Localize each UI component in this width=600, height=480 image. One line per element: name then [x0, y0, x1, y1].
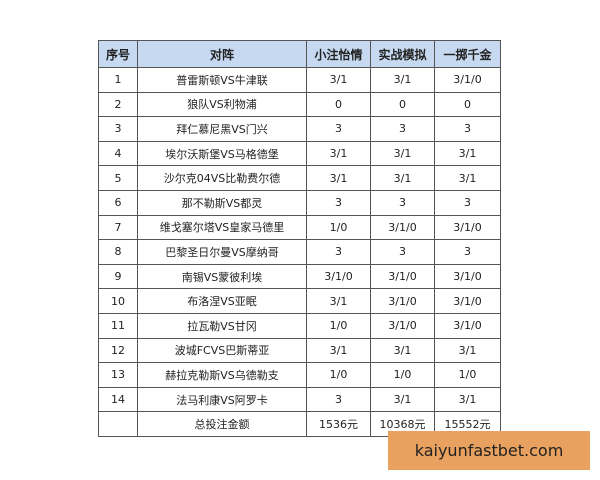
cell-index: 13 — [98, 362, 138, 388]
cell-match: 沙尔克04VS比勒费尔德 — [137, 165, 307, 191]
watermark: kaiyunfastbet.com — [388, 431, 590, 470]
cell-simulation: 3/1 — [370, 386, 435, 413]
cell-small-bet: 1/0 — [306, 312, 371, 339]
cell-simulation: 0 — [370, 91, 435, 118]
cell-simulation: 3/1/0 — [370, 288, 435, 314]
cell-simulation: 3/1 — [370, 337, 435, 364]
cell-index: 3 — [98, 116, 138, 142]
betting-table: 序号 对阵 小注怡情 实战模拟 一掷千金 1 普雷斯顿VS牛津联 3/1 3/1 3/1… — [98, 40, 501, 437]
cell-simulation: 3/1/0 — [370, 263, 435, 290]
table-row: 1 普雷斯顿VS牛津联 3/1 3/1 3/1/0 — [98, 67, 501, 93]
cell-simulation: 3 — [370, 189, 435, 216]
table-row: 4 埃尔沃斯堡VS马格德堡 3/1 3/1 3/1 — [98, 140, 501, 167]
cell-simulation: 3/1 — [370, 165, 435, 191]
cell-big-bet: 3/1/0 — [434, 67, 501, 93]
cell-small-bet: 3/1 — [306, 288, 371, 314]
cell-big-bet: 1/0 — [434, 362, 501, 388]
cell-index: 1 — [98, 67, 138, 93]
cell-simulation: 3/1 — [370, 67, 435, 93]
table-row: 3 拜仁慕尼黑VS门兴 3 3 3 — [98, 116, 501, 142]
cell-simulation: 3/1 — [370, 140, 435, 167]
cell-simulation: 3 — [370, 239, 435, 265]
cell-big-bet: 3/1 — [434, 386, 501, 413]
cell-small-bet: 3/1 — [306, 337, 371, 364]
cell-index: 6 — [98, 189, 138, 216]
cell-index: 11 — [98, 312, 138, 339]
cell-index: 14 — [98, 386, 138, 413]
cell-index: 10 — [98, 288, 138, 314]
cell-match: 赫拉克勒斯VS乌德勒支 — [137, 362, 307, 388]
cell-match: 狼队VS利物浦 — [137, 91, 307, 118]
cell-small-bet: 3 — [306, 116, 371, 142]
cell-big-bet: 3/1/0 — [434, 288, 501, 314]
table-row: 12 波城FCVS巴斯蒂亚 3/1 3/1 3/1 — [98, 337, 501, 364]
cell-index: 12 — [98, 337, 138, 364]
cell-match: 总投注金额 — [137, 411, 307, 437]
cell-big-bet: 3 — [434, 116, 501, 142]
table-row: 10 布洛涅VS亚眠 3/1 3/1/0 3/1/0 — [98, 288, 501, 314]
cell-match: 法马利康VS阿罗卡 — [137, 386, 307, 413]
cell-match: 布洛涅VS亚眠 — [137, 288, 307, 314]
cell-index — [98, 411, 138, 437]
cell-index: 7 — [98, 214, 138, 241]
table-row: 9 南锡VS蒙彼利埃 3/1/0 3/1/0 3/1/0 — [98, 263, 501, 290]
cell-small-bet: 0 — [306, 91, 371, 118]
header-small-bet: 小注怡情 — [306, 40, 371, 68]
cell-simulation: 3 — [370, 116, 435, 142]
header-big-bet: 一掷千金 — [434, 40, 501, 68]
cell-big-bet: 3/1/0 — [434, 263, 501, 290]
header-match: 对阵 — [137, 40, 307, 68]
cell-match: 维戈塞尔塔VS皇家马德里 — [137, 214, 307, 241]
cell-match: 埃尔沃斯堡VS马格德堡 — [137, 140, 307, 167]
table-row: 2 狼队VS利物浦 0 0 0 — [98, 91, 501, 118]
cell-big-bet: 3/1 — [434, 337, 501, 364]
cell-match: 波城FCVS巴斯蒂亚 — [137, 337, 307, 364]
cell-index: 5 — [98, 165, 138, 191]
cell-big-bet: 3/1/0 — [434, 312, 501, 339]
table-row: 11 拉瓦勒VS甘冈 1/0 3/1/0 3/1/0 — [98, 312, 501, 339]
table-row: 7 维戈塞尔塔VS皇家马德里 1/0 3/1/0 3/1/0 — [98, 214, 501, 241]
cell-simulation: 3/1/0 — [370, 214, 435, 241]
cell-index: 2 — [98, 91, 138, 118]
cell-small-bet: 3/1 — [306, 140, 371, 167]
cell-small-bet: 3 — [306, 386, 371, 413]
cell-big-bet: 3/1 — [434, 140, 501, 167]
cell-small-bet: 1/0 — [306, 362, 371, 388]
cell-match: 拜仁慕尼黑VS门兴 — [137, 116, 307, 142]
cell-match: 巴黎圣日尔曼VS摩纳哥 — [137, 239, 307, 265]
cell-match: 普雷斯顿VS牛津联 — [137, 67, 307, 93]
cell-match: 那不勒斯VS都灵 — [137, 189, 307, 216]
cell-simulation: 1/0 — [370, 362, 435, 388]
cell-index: 4 — [98, 140, 138, 167]
cell-small-bet: 1/0 — [306, 214, 371, 241]
cell-big-bet: 3 — [434, 189, 501, 216]
cell-big-bet: 0 — [434, 91, 501, 118]
header-simulation: 实战模拟 — [370, 40, 435, 68]
header-row: 序号 对阵 小注怡情 实战模拟 一掷千金 — [98, 40, 501, 68]
cell-small-bet: 3/1/0 — [306, 263, 371, 290]
cell-small-bet: 3 — [306, 189, 371, 216]
cell-match: 南锡VS蒙彼利埃 — [137, 263, 307, 290]
header-index: 序号 — [98, 40, 138, 68]
table-row: 6 那不勒斯VS都灵 3 3 3 — [98, 189, 501, 216]
cell-simulation: 3/1/0 — [370, 312, 435, 339]
cell-index: 8 — [98, 239, 138, 265]
cell-index: 9 — [98, 263, 138, 290]
cell-match: 拉瓦勒VS甘冈 — [137, 312, 307, 339]
cell-big-bet: 3/1 — [434, 165, 501, 191]
cell-small-bet: 3/1 — [306, 67, 371, 93]
table-row: 14 法马利康VS阿罗卡 3 3/1 3/1 — [98, 386, 501, 413]
cell-big-bet: 3 — [434, 239, 501, 265]
table-row: 13 赫拉克勒斯VS乌德勒支 1/0 1/0 1/0 — [98, 362, 501, 388]
table-row: 8 巴黎圣日尔曼VS摩纳哥 3 3 3 — [98, 239, 501, 265]
cell-big-bet: 3/1/0 — [434, 214, 501, 241]
table-row: 5 沙尔克04VS比勒费尔德 3/1 3/1 3/1 — [98, 165, 501, 191]
cell-small-bet: 3/1 — [306, 165, 371, 191]
cell-small-bet: 3 — [306, 239, 371, 265]
cell-small-bet: 1536元 — [306, 411, 371, 437]
